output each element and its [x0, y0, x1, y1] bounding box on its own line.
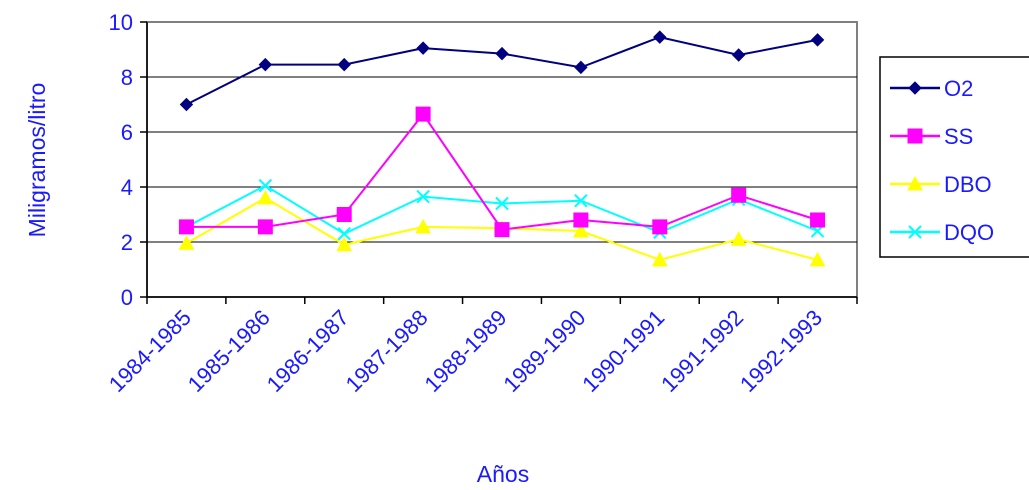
data-point-o2	[574, 60, 588, 75]
data-point-ss	[257, 219, 273, 235]
data-point-o2	[416, 41, 430, 55]
data-point-o2	[495, 46, 509, 61]
x-marker-stroke	[337, 227, 351, 241]
legend-box	[879, 56, 1029, 258]
data-point-ss	[494, 222, 510, 238]
legend-label-dbo: DBO	[944, 172, 992, 197]
x-tick-label: 1988-1989	[419, 305, 511, 397]
data-point-dbo	[730, 231, 747, 246]
x-tick-label: 1992-1993	[735, 305, 827, 397]
data-point-dqo	[574, 194, 588, 208]
x-tick-label: 1990-1991	[577, 305, 669, 397]
data-point-o2	[731, 48, 746, 62]
y-axis: 0 2 4 6 8 10	[109, 10, 148, 310]
data-point-o2	[810, 33, 825, 47]
y-tick-label: 4	[121, 175, 133, 200]
data-point-dbo	[257, 189, 274, 205]
data-point-dqo	[337, 227, 351, 241]
legend-item-dbo: DBO	[890, 172, 992, 197]
x-axis-title: Años	[477, 461, 529, 487]
legend-marker-dqo	[908, 225, 922, 239]
legend-item-ss: SS	[890, 124, 973, 149]
data-point-dqo	[416, 189, 430, 204]
x-tick-label: 1984-1985	[104, 305, 196, 397]
data-point-o2	[337, 57, 351, 72]
y-tick-label: 6	[121, 120, 133, 145]
y-axis-title: Miligramos/litro	[24, 83, 50, 238]
series-group	[178, 30, 826, 267]
x-marker-stroke	[416, 189, 430, 204]
data-point-ss	[178, 219, 194, 235]
plot-area	[146, 21, 858, 298]
x-axis: 1984-19851985-19861986-19871987-19881988…	[104, 296, 858, 397]
legend-item-o2: O2	[890, 76, 973, 101]
data-point-ss	[415, 106, 431, 122]
x-marker-stroke	[574, 194, 588, 208]
data-point-dbo	[178, 235, 195, 250]
legend-item-dqo: DQO	[890, 220, 994, 245]
y-tick-label: 10	[109, 10, 133, 35]
x-marker-stroke	[258, 178, 273, 193]
y-tick-label: 0	[121, 285, 133, 310]
y-tick-label: 2	[121, 230, 133, 255]
x-marker-stroke	[908, 225, 922, 239]
data-point-dbo	[336, 236, 353, 252]
series-ss	[178, 106, 826, 238]
x-tick-label: 1991-1992	[656, 305, 748, 397]
data-point-o2	[179, 97, 194, 112]
data-point-o2	[653, 30, 667, 44]
data-point-ss	[652, 219, 668, 235]
data-point-ss	[573, 212, 589, 228]
legend-label-o2: O2	[944, 76, 973, 101]
data-point-dbo	[573, 222, 589, 238]
legend: O2 SS DBO DQO	[879, 56, 1029, 258]
data-point-ss	[336, 207, 352, 222]
data-point-dbo	[809, 251, 826, 267]
legend-label-ss: SS	[944, 124, 973, 149]
series-o2	[179, 30, 825, 112]
x-tick-label: 1986-1987	[262, 305, 354, 397]
legend-label-dqo: DQO	[944, 220, 994, 245]
legend-marker-o2	[908, 81, 922, 95]
data-point-ss	[731, 187, 747, 203]
x-tick-label: 1987-1988	[341, 305, 433, 397]
legend-marker-dbo	[907, 175, 923, 191]
x-tick-label: 1989-1990	[498, 305, 590, 397]
data-point-o2	[258, 57, 273, 72]
x-marker-stroke	[495, 196, 509, 211]
data-point-dbo	[651, 251, 668, 267]
legend-marker-ss	[907, 128, 923, 144]
data-point-dbo	[415, 218, 431, 234]
y-tick-label: 8	[121, 65, 133, 90]
x-tick-label: 1985-1986	[183, 305, 275, 397]
data-point-ss	[810, 212, 826, 228]
data-point-dqo	[258, 178, 273, 193]
data-point-dqo	[495, 196, 509, 211]
